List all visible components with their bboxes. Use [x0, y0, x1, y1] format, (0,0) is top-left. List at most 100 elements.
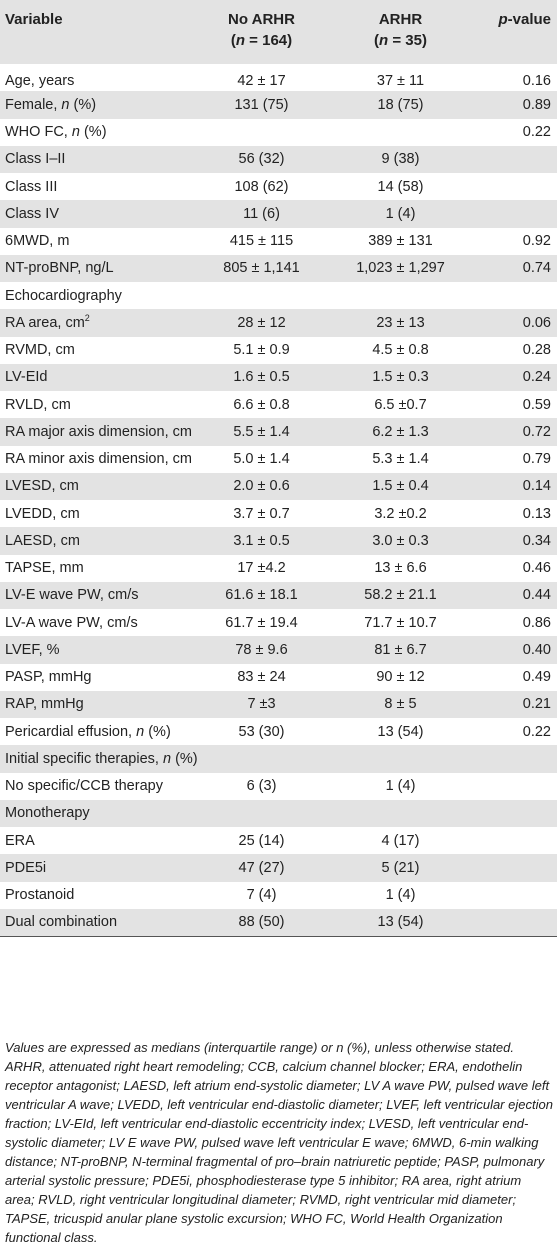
cell-no-arhr: 415 ± 115 [229, 233, 294, 250]
cell-no-arhr: 17 ±4.2 [237, 560, 286, 577]
cell-no-arhr: 131 (75) [234, 96, 289, 113]
table-row: RVLD, cm 6.6 ± 0.8 6.5 ±0.7 0.59 [0, 391, 557, 419]
cell-variable: Dual combination [0, 909, 194, 936]
cell-p-value: 0.44 [522, 587, 551, 604]
cell-variable: PDE5i [0, 854, 194, 881]
cell-arhr [329, 282, 472, 309]
cell-variable: RAP, mmHg [0, 691, 194, 718]
variable-label: RVMD, cm [5, 342, 75, 359]
table-footnote: Values are expressed as medians (interqu… [5, 1040, 553, 1245]
cell-arhr: 14 (58) [377, 178, 424, 195]
table-row: RA major axis dimension, cm 5.5 ± 1.4 6.2 … [0, 418, 557, 446]
table-row: LVEF, % 78 ± 9.6 81 ± 6.7 0.40 [0, 636, 557, 664]
table-bottom-rule [0, 936, 557, 937]
cell-variable: Class IV [0, 200, 194, 227]
cell-p-value [472, 882, 557, 909]
cell-arhr: 13 (54) [377, 723, 424, 740]
variable-label: RAP, mmHg [5, 696, 84, 713]
cell-no-arhr: 5.0 ± 1.4 [233, 451, 290, 468]
cell-p-value [472, 282, 557, 309]
cell-no-arhr: 6.6 ± 0.8 [233, 396, 290, 413]
cell-variable: LV-EId [0, 364, 194, 391]
cell-arhr: 1 (4) [385, 205, 416, 222]
variable-label: LV-A wave PW, cm/s [5, 614, 138, 631]
variable-italic: n [162, 750, 172, 767]
cell-no-arhr: 6 (3) [246, 778, 277, 795]
table-row: Echocardiography [0, 282, 557, 310]
cell-arhr [329, 119, 472, 146]
variable-label: Age, years [5, 72, 75, 89]
table-row: Female, n (%) 131 (75) 18 (75) 0.89 [0, 91, 557, 119]
cell-variable: LV-A wave PW, cm/s [0, 609, 194, 636]
variable-label: Dual combination [5, 914, 118, 931]
table-row: Initial specific therapies, n (%) [0, 745, 557, 773]
cell-p-value [472, 745, 557, 772]
cell-no-arhr: 3.7 ± 0.7 [233, 505, 290, 522]
cell-variable: NT-proBNP, ng/L [0, 255, 194, 282]
cell-arhr: 37 ± 11 [376, 72, 425, 89]
table-row: PDE5i 47 (27) 5 (21) [0, 854, 557, 882]
variable-label: PASP, mmHg [5, 669, 92, 686]
header-no-arhr-n-value: = 164) [245, 32, 293, 49]
cell-arhr: 81 ± 6.7 [374, 641, 427, 658]
cell-variable: TAPSE, mm [0, 555, 194, 582]
table-row: RVMD, cm 5.1 ± 0.9 4.5 ± 0.8 0.28 [0, 336, 557, 364]
table-row: LAESD, cm 3.1 ± 0.5 3.0 ± 0.3 0.34 [0, 527, 557, 555]
variable-label: Monotherapy [5, 805, 90, 822]
cell-no-arhr: 805 ± 1,141 [223, 260, 300, 277]
cell-no-arhr: 47 (27) [238, 859, 285, 876]
variable-label: ERA [5, 832, 35, 849]
table-row: LVESD, cm 2.0 ± 0.6 1.5 ± 0.4 0.14 [0, 472, 557, 500]
cell-p-value: 0.49 [522, 669, 551, 686]
cell-variable: Initial specific therapies, n (%) [0, 745, 198, 772]
cell-variable: Echocardiography [0, 282, 194, 309]
table-row: LV-E wave PW, cm/s 61.6 ± 18.1 58.2 ± 21.1… [0, 581, 557, 609]
variable-label: Prostanoid [5, 887, 75, 904]
cell-variable: Age, years [0, 64, 194, 91]
cell-variable: 6MWD, m [0, 228, 194, 255]
cell-no-arhr: 11 (6) [243, 205, 280, 222]
cell-variable: No specific/CCB therapy [0, 773, 194, 800]
table-row: Class III 108 (62) 14 (58) [0, 173, 557, 201]
variable-suffix: (%) [144, 723, 171, 740]
cell-no-arhr [194, 745, 329, 772]
variable-label: Female, [5, 96, 62, 113]
variable-label: RA major axis dimension, cm [5, 423, 192, 440]
cell-no-arhr: 28 ± 12 [237, 314, 286, 331]
variable-label: LAESD, cm [5, 532, 80, 549]
variable-suffix: (%) [171, 750, 198, 767]
cell-arhr: 9 (38) [381, 151, 420, 168]
cell-variable: RA major axis dimension, cm [0, 418, 194, 445]
cell-p-value [472, 200, 557, 227]
cell-variable: PASP, mmHg [0, 664, 194, 691]
table-row: Class IV 11 (6) 1 (4) [0, 200, 557, 228]
cell-arhr: 5 (21) [381, 859, 420, 876]
variable-label: Class IV [5, 205, 59, 222]
header-no-arhr-name: No ARHR [228, 11, 295, 28]
table-header-row: Variable No ARHR (n = 164) ARHR (n = 35)… [0, 0, 557, 64]
variable-label: LVESD, cm [5, 478, 79, 495]
header-no-arhr: No ARHR (n = 164) [194, 0, 329, 64]
cell-arhr: 23 ± 13 [376, 314, 425, 331]
variable-label: No specific/CCB therapy [5, 778, 163, 795]
variable-italic: n [61, 96, 70, 113]
cell-p-value: 0.28 [522, 342, 551, 359]
cell-p-value: 0.06 [522, 314, 551, 331]
cell-no-arhr [194, 282, 329, 309]
cell-arhr [329, 800, 472, 827]
variable-suffix: (%) [79, 124, 107, 141]
cell-p-value: 0.46 [522, 560, 551, 577]
cell-no-arhr: 78 ± 9.6 [235, 641, 288, 658]
cell-no-arhr: 83 ± 24 [237, 669, 286, 686]
cell-p-value: 0.89 [522, 96, 551, 113]
variable-label: TAPSE, mm [5, 560, 84, 577]
cell-no-arhr: 53 (30) [238, 723, 285, 740]
cell-no-arhr: 42 ± 17 [237, 72, 286, 89]
cell-no-arhr [194, 119, 329, 146]
cell-arhr: 90 ± 12 [376, 669, 425, 686]
cell-no-arhr: 1.6 ± 0.5 [233, 369, 290, 386]
cell-arhr: 1 (4) [385, 887, 416, 904]
header-variable: Variable [5, 11, 63, 28]
cell-p-value [472, 909, 557, 936]
cell-arhr: 3.0 ± 0.3 [372, 532, 429, 549]
